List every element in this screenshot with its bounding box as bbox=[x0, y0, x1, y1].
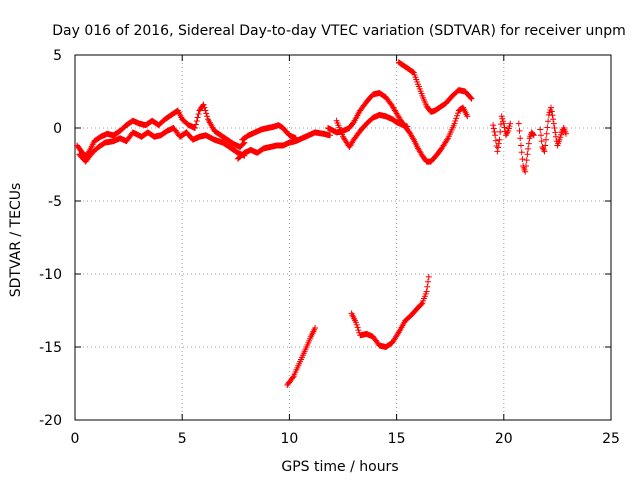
data-point-series-segment bbox=[74, 101, 248, 161]
y-tick-label: -20 bbox=[39, 413, 62, 429]
chart-title: Day 016 of 2016, Sidereal Day-to-day VTE… bbox=[52, 23, 626, 39]
data-point-series-segment bbox=[239, 122, 299, 143]
x-tick-label: 20 bbox=[495, 431, 513, 447]
y-axis-label: SDTVAR / TECUs bbox=[8, 183, 24, 298]
y-tick-label: 5 bbox=[53, 48, 62, 64]
x-tick-label: 0 bbox=[71, 431, 80, 447]
y-tick-label: -15 bbox=[39, 340, 62, 356]
plot-frame bbox=[74, 54, 612, 421]
x-axis-label: GPS time / hours bbox=[281, 459, 398, 475]
data-point-series-segment bbox=[333, 111, 411, 150]
x-tick-label: 5 bbox=[178, 431, 187, 447]
x-tick-label: 10 bbox=[280, 431, 298, 447]
x-tick-label: 25 bbox=[602, 431, 620, 447]
y-tick-label: -10 bbox=[39, 267, 62, 283]
data-point-series-segment bbox=[348, 273, 432, 350]
y-tick-label: 0 bbox=[53, 121, 62, 137]
data-points bbox=[74, 59, 569, 388]
axis-ticks: 0 5 10 15 20 25 5 0 -5 -10 -15 -20 bbox=[39, 48, 620, 447]
x-tick-label: 15 bbox=[388, 431, 406, 447]
data-point-series-segment bbox=[234, 129, 334, 162]
data-point-series-segment bbox=[284, 325, 319, 388]
data-point-series-segment bbox=[76, 125, 248, 165]
data-point-series-segment bbox=[537, 104, 569, 155]
data-point-series-segment bbox=[490, 113, 514, 155]
data-point-series-segment bbox=[515, 120, 537, 175]
data-point-series-segment bbox=[395, 59, 475, 115]
y-tick-label: -5 bbox=[48, 194, 62, 210]
